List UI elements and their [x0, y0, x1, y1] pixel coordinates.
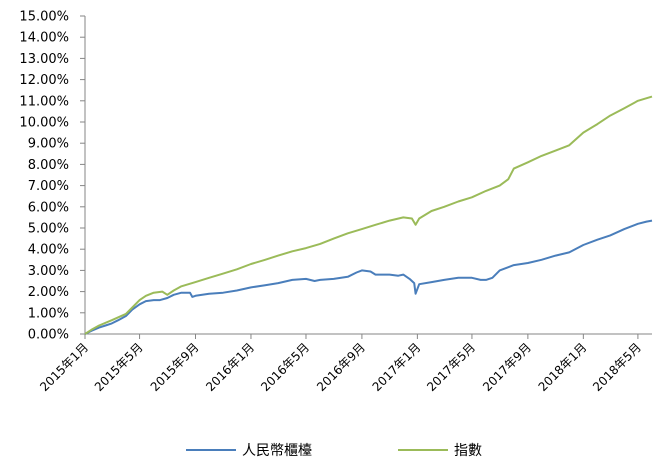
y-tick-label: 13.00% [19, 52, 69, 67]
x-tick-label: 2017年9月 [480, 340, 534, 394]
x-tick-label: 2016年9月 [314, 340, 368, 394]
x-tick-label: 2016年5月 [258, 340, 312, 394]
legend: 人民幣櫃檯 指數 [186, 443, 482, 459]
series-line-1 [84, 95, 653, 335]
x-tick-label: 2015年9月 [148, 340, 202, 394]
y-tick-label: 15.00% [19, 10, 69, 25]
y-tick-label: 4.00% [28, 243, 69, 258]
x-tick-labels: 2015年1月 2015年5月 2015年9月 2016年1月 2016年5月 2016年… [37, 340, 644, 394]
y-tick-label: 10.00% [19, 116, 69, 131]
x-tick-label: 2018年5月 [590, 340, 644, 394]
legend-label-1: 指數 [454, 443, 482, 459]
y-tick-label: 2.00% [28, 285, 69, 300]
x-tick-label: 2015年5月 [92, 340, 146, 394]
y-tick-labels: 0.00% 1.00% 2.00% 3.00% 4.00% 5.00% 6.00% 7.00%… [19, 10, 69, 343]
y-tick-label: 5.00% [28, 222, 69, 237]
x-tick-label: 2017年1月 [370, 340, 424, 394]
x-tick-label: 2018年1月 [536, 340, 590, 394]
legend-label-0: 人民幣櫃檯 [242, 443, 312, 459]
y-tick-label: 12.00% [19, 73, 69, 88]
series-lines [84, 95, 653, 335]
y-tick-label: 7.00% [28, 179, 69, 194]
series-line-0 [84, 219, 653, 335]
y-tick-label: 9.00% [28, 137, 69, 152]
x-tick-label: 2016年1月 [203, 340, 257, 394]
axes [80, 15, 652, 339]
y-tick-label: 14.00% [19, 31, 69, 46]
y-tick-label: 6.00% [28, 200, 69, 215]
y-tick-label: 0.00% [28, 328, 69, 343]
x-tick-label: 2017年5月 [424, 340, 478, 394]
y-tick-label: 3.00% [28, 264, 69, 279]
y-tick-label: 11.00% [19, 94, 69, 109]
y-tick-label: 1.00% [28, 306, 69, 321]
y-tick-label: 8.00% [28, 158, 69, 173]
x-tick-label: 2015年1月 [37, 340, 91, 394]
